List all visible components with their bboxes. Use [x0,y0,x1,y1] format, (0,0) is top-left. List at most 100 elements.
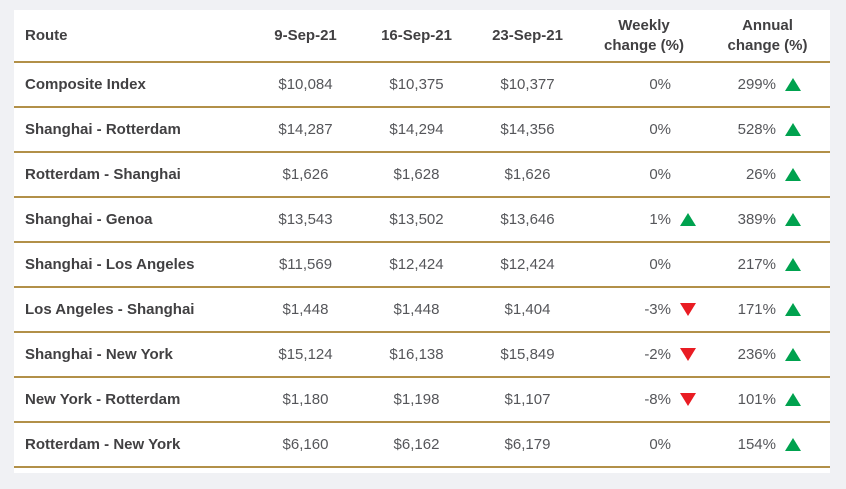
column-header-9-sep: 9-Sep-21 [274,26,337,44]
weekly-change-value: -2% [644,346,671,363]
route-name: Shanghai - New York [25,346,173,363]
rate-23-sep: $6,179 [504,436,551,453]
annual-trend-arrow-icon [782,168,804,181]
annual-change-cell: 236% [705,346,830,363]
annual-change-cell: 389% [705,211,830,228]
route-name: Composite Index [25,76,146,93]
rate-16-sep: $16,138 [389,346,444,363]
weekly-change-value: 0% [649,256,671,273]
weekly-trend-arrow-icon [677,393,699,406]
annual-change-value: 528% [737,121,776,138]
weekly-change-value: -8% [644,391,671,408]
rate-16-sep: $13,502 [389,211,444,228]
rate-23-sep: $1,626 [504,166,551,183]
weekly-change-cell: 1% [583,211,705,228]
rate-9-sep: $15,124 [278,346,333,363]
rate-9-sep: $1,626 [282,166,329,183]
annual-trend-arrow-icon [782,78,804,91]
table-row-composite-index: Composite Index $10,084 $10,375 $10,377 … [14,63,830,108]
table-row-rotterdam-shanghai: Rotterdam - Shanghai $1,626 $1,628 $1,62… [14,153,830,198]
rate-16-sep: $10,375 [389,76,444,93]
annual-change-value: 217% [737,256,776,273]
freight-rates-table: Route 9-Sep-21 16-Sep-21 23-Sep-21 Weekl… [14,10,830,473]
rate-16-sep: $14,294 [389,121,444,138]
rate-9-sep: $14,287 [278,121,333,138]
annual-change-cell: 217% [705,256,830,273]
rate-16-sep: $1,198 [393,391,440,408]
weekly-change-value: 0% [649,121,671,138]
weekly-change-cell: 0% [583,166,705,183]
annual-change-cell: 154% [705,436,830,453]
column-header-annual-change: Annual change (%) [727,17,808,54]
annual-trend-arrow-icon [782,213,804,226]
annual-change-cell: 101% [705,391,830,408]
weekly-change-cell: -3% [583,301,705,318]
annual-trend-arrow-icon [782,258,804,271]
rate-23-sep: $1,404 [504,301,551,318]
annual-trend-arrow-icon [782,303,804,316]
table-row-shanghai-new-york: Shanghai - New York $15,124 $16,138 $15,… [14,333,830,378]
weekly-trend-arrow-icon [677,348,699,361]
rate-9-sep: $10,084 [278,76,333,93]
annual-trend-arrow-icon [782,393,804,406]
rate-9-sep: $1,448 [282,301,329,318]
annual-change-value: 101% [737,391,776,408]
annual-trend-arrow-icon [782,348,804,361]
weekly-change-cell: 0% [583,256,705,273]
weekly-change-cell: -8% [583,391,705,408]
weekly-change-value: 0% [649,436,671,453]
annual-change-value: 389% [737,211,776,228]
annual-change-cell: 299% [705,76,830,93]
route-name: Rotterdam - New York [25,436,181,453]
rate-16-sep: $12,424 [389,256,444,273]
route-name: Shanghai - Genoa [25,211,153,228]
annual-change-value: 154% [737,436,776,453]
table-row-new-york-rotterdam: New York - Rotterdam $1,180 $1,198 $1,10… [14,378,830,423]
column-header-weekly-change: Weekly change (%) [603,17,684,54]
weekly-change-cell: -2% [583,346,705,363]
annual-trend-arrow-icon [782,123,804,136]
route-name: Rotterdam - Shanghai [25,166,181,183]
weekly-change-value: 0% [649,166,671,183]
route-name: Shanghai - Rotterdam [25,121,181,138]
column-header-23-sep: 23-Sep-21 [492,26,563,44]
weekly-change-value: 1% [649,211,671,228]
annual-change-cell: 171% [705,301,830,318]
annual-change-cell: 26% [705,166,830,183]
table-row-los-angeles-shanghai: Los Angeles - Shanghai $1,448 $1,448 $1,… [14,288,830,333]
rate-9-sep: $13,543 [278,211,333,228]
table-row-rotterdam-new-york: Rotterdam - New York $6,160 $6,162 $6,17… [14,423,830,468]
rate-23-sep: $13,646 [500,211,555,228]
table-row-shanghai-los-angeles: Shanghai - Los Angeles $11,569 $12,424 $… [14,243,830,288]
rate-16-sep: $1,628 [393,166,440,183]
annual-change-value: 171% [737,301,776,318]
column-header-route: Route [25,26,68,44]
rate-9-sep: $6,160 [282,436,329,453]
weekly-change-cell: 0% [583,121,705,138]
annual-change-value: 236% [737,346,776,363]
route-name: Shanghai - Los Angeles [25,256,195,273]
rate-23-sep: $15,849 [500,346,555,363]
annual-trend-arrow-icon [782,438,804,451]
route-name: New York - Rotterdam [25,391,181,408]
rate-23-sep: $1,107 [504,391,551,408]
weekly-change-cell: 0% [583,76,705,93]
weekly-change-cell: 0% [583,436,705,453]
route-name: Los Angeles - Shanghai [25,301,195,318]
table-row-shanghai-rotterdam: Shanghai - Rotterdam $14,287 $14,294 $14… [14,108,830,153]
weekly-change-value: -3% [644,301,671,318]
weekly-change-value: 0% [649,76,671,93]
table-row-shanghai-genoa: Shanghai - Genoa $13,543 $13,502 $13,646… [14,198,830,243]
weekly-trend-arrow-icon [677,213,699,226]
table-header-row: Route 9-Sep-21 16-Sep-21 23-Sep-21 Weekl… [14,10,830,63]
rate-23-sep: $14,356 [500,121,555,138]
rate-9-sep: $11,569 [278,256,333,273]
column-header-16-sep: 16-Sep-21 [381,26,452,44]
rate-23-sep: $10,377 [500,76,555,93]
rate-16-sep: $1,448 [393,301,440,318]
rate-23-sep: $12,424 [500,256,555,273]
rate-9-sep: $1,180 [282,391,329,408]
annual-change-value: 299% [737,76,776,93]
annual-change-cell: 528% [705,121,830,138]
annual-change-value: 26% [745,166,776,183]
